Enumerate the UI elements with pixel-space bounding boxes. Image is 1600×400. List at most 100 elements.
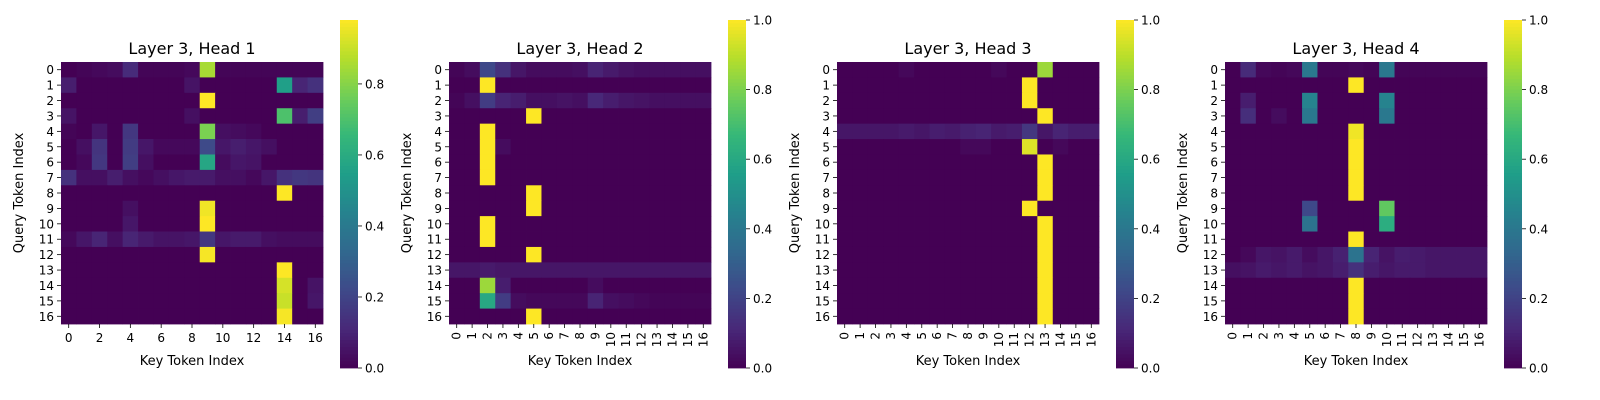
heatmap-cell <box>526 216 542 232</box>
heatmap-cell <box>138 92 154 109</box>
heatmap-cell <box>230 246 247 263</box>
heatmap-cell <box>215 200 231 217</box>
heatmap-cell <box>991 216 1007 232</box>
heatmap-cell <box>852 277 869 294</box>
colorbar-segment <box>340 267 358 271</box>
heatmap-cell <box>495 77 512 94</box>
colorbar-segment <box>1116 113 1134 118</box>
x-tick-label: 0 <box>450 332 464 340</box>
colorbar-segment <box>1504 253 1522 258</box>
colorbar-segment <box>728 68 746 73</box>
colorbar-segment <box>1116 124 1134 129</box>
heatmap-cell <box>245 108 262 125</box>
colorbar-segment <box>1504 65 1522 70</box>
heatmap-cell <box>1471 62 1488 78</box>
x-tick-label: 8 <box>188 331 196 345</box>
heatmap-cell <box>883 200 900 217</box>
heatmap-cell <box>633 308 650 325</box>
colorbar-segment <box>340 308 358 313</box>
heatmap-cell <box>138 169 154 186</box>
heatmap-cell <box>199 246 216 263</box>
colorbar-tick-label: 0.8 <box>1141 83 1160 97</box>
heatmap-cell <box>1052 77 1069 94</box>
heatmap-cell <box>633 246 650 263</box>
heatmap-cell <box>944 123 961 140</box>
heatmap-cell <box>603 185 619 202</box>
colorbar-segment <box>340 51 358 56</box>
colorbar-segment <box>1116 44 1134 49</box>
heatmap-cell <box>1471 154 1488 171</box>
heatmap-cell <box>1037 185 1054 202</box>
heatmap-cell <box>991 185 1007 202</box>
heatmap-cell <box>929 108 946 125</box>
heatmap-cell <box>91 169 108 186</box>
panel-head-4: Layer 3, Head 4 Key Token Index Query To… <box>1176 14 1548 376</box>
heatmap-cell <box>1363 200 1380 217</box>
heatmap-cell <box>495 200 512 217</box>
heatmap-cell <box>153 108 170 125</box>
heatmap-cell <box>1379 62 1395 78</box>
heatmap-cell <box>122 169 139 186</box>
colorbar-segment <box>340 47 358 52</box>
colorbar-segment <box>728 214 746 219</box>
heatmap-cell <box>61 154 77 171</box>
heatmap-cell <box>245 200 262 217</box>
colorbar-segment <box>728 138 746 143</box>
heatmap-cell <box>1255 77 1272 94</box>
heatmap-cell <box>1068 231 1084 248</box>
y-tick-label: 16 <box>815 310 830 324</box>
heatmap-cell <box>680 200 696 217</box>
heatmap-cell <box>230 169 247 186</box>
heatmap-cell <box>572 169 589 186</box>
colorbar-segment <box>1116 364 1134 369</box>
heatmap-cell <box>1271 293 1288 309</box>
heatmap-cell <box>261 293 278 309</box>
heatmap-cell <box>1394 216 1411 232</box>
colorbar-segment <box>728 319 746 324</box>
heatmap-cell <box>464 277 481 294</box>
heatmap-cell <box>510 216 527 232</box>
heatmap-cell <box>1021 277 1038 294</box>
heatmap-cell <box>1363 185 1380 202</box>
colorbar-segment <box>1504 277 1522 282</box>
heatmap-cell <box>1394 200 1411 217</box>
colorbar-segment <box>1116 20 1134 24</box>
heatmap-cell <box>695 216 712 232</box>
x-tick-label: 9 <box>588 332 602 340</box>
heatmap-cell <box>1240 308 1257 325</box>
x-axis-label: Key Token Index <box>916 354 1021 369</box>
heatmap-cell <box>91 154 108 171</box>
colorbar-segment <box>1504 274 1522 278</box>
heatmap-cell <box>526 169 542 186</box>
y-tick-label: 10 <box>815 217 830 231</box>
heatmap-cell <box>1440 154 1457 171</box>
heatmap-cell <box>215 169 231 186</box>
heatmap-cell <box>1052 169 1069 186</box>
colorbar-segment <box>728 120 746 125</box>
heatmap-cell <box>572 77 589 94</box>
heatmap-cell <box>107 231 124 248</box>
y-tick-label: 2 <box>822 94 830 108</box>
colorbar-segment <box>340 214 358 219</box>
heatmap-cell <box>245 123 262 140</box>
y-tick-label: 8 <box>434 187 442 201</box>
heatmap-cell <box>618 308 635 325</box>
colorbar-segment <box>728 180 746 184</box>
heatmap-cell <box>541 293 558 309</box>
heatmap-cell <box>153 185 170 202</box>
heatmap-cell <box>1394 308 1411 325</box>
heatmap-cell <box>587 62 604 78</box>
colorbar-segment <box>1116 249 1134 254</box>
colorbar-tick-label: 0.8 <box>1529 83 1548 97</box>
heatmap-cell <box>261 108 278 125</box>
heatmap-cell <box>464 154 481 171</box>
panel-head-3: Layer 3, Head 3 Key Token Index Query To… <box>788 14 1160 376</box>
heatmap-cell <box>199 139 216 155</box>
heatmap-cell <box>944 92 961 109</box>
colorbar-segment <box>1504 284 1522 289</box>
colorbar-segment <box>1116 218 1134 223</box>
heatmap-cell <box>1240 246 1257 263</box>
heatmap-cell <box>107 139 124 155</box>
colorbar-segment <box>728 44 746 49</box>
heatmap-cell <box>1425 277 1442 294</box>
